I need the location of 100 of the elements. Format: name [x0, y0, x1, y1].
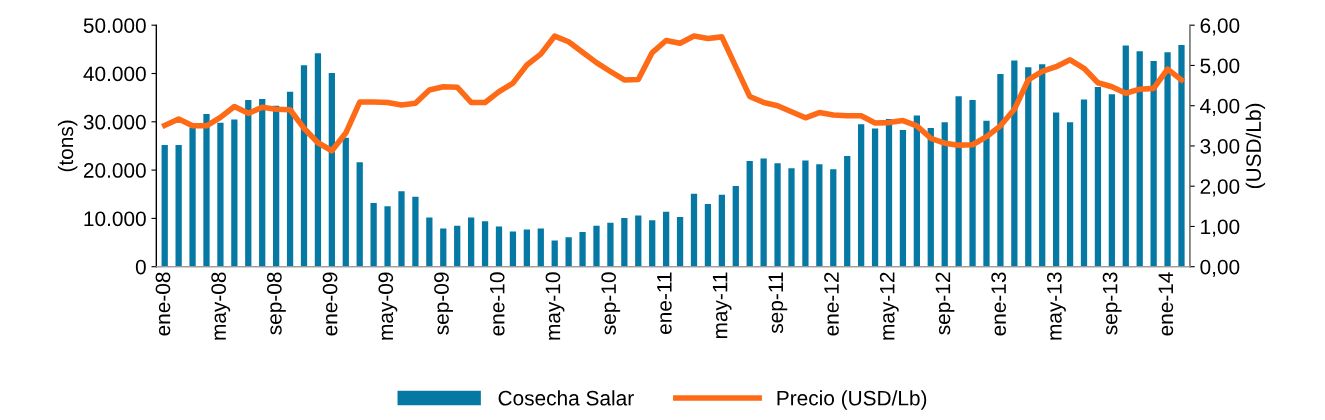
x-tick-label: sep-09 [434, 272, 453, 335]
bar [481, 221, 489, 267]
bar [1011, 60, 1018, 267]
bar [1094, 87, 1102, 267]
x-tick-label: sep-12 [935, 272, 955, 335]
bar [175, 144, 182, 267]
bar [370, 202, 377, 267]
x-tick-label: ene-11 [657, 272, 672, 334]
bar [551, 240, 558, 267]
bar [426, 217, 433, 267]
bar [871, 128, 879, 267]
bar [732, 186, 739, 267]
bar [440, 228, 447, 267]
bar [259, 99, 266, 267]
x-tick-label: may-08 [211, 272, 231, 340]
bar [885, 118, 893, 267]
x-tick-label: sep-11 [768, 272, 788, 334]
bar [1080, 99, 1088, 267]
bar [649, 220, 656, 267]
bar [607, 222, 614, 267]
bar [1164, 52, 1171, 267]
bar [231, 119, 238, 267]
bar [690, 193, 698, 267]
bar [844, 156, 851, 267]
bar [1150, 60, 1157, 267]
bar [495, 226, 503, 267]
bar [1136, 51, 1143, 267]
bar [286, 91, 294, 267]
y2-tick-label: 2,00 [1200, 179, 1240, 197]
x-tick-label: may-09 [378, 272, 398, 340]
bar [969, 100, 976, 267]
bar [802, 160, 809, 267]
y-tick-label: 40.000 [83, 66, 146, 82]
y-tick-label: 20.000 [83, 163, 146, 178]
y2-axis-title: (USD/Lb) [1245, 103, 1266, 189]
bar [774, 163, 781, 267]
bar [1053, 112, 1060, 267]
bar [1066, 122, 1074, 267]
y-axis-title: (tons) [57, 120, 78, 172]
bar [858, 124, 865, 267]
y2-tick-label: 3,00 [1200, 138, 1240, 157]
bar [760, 158, 767, 267]
bar [788, 168, 795, 267]
bar [955, 96, 962, 267]
y2-tick-label: 6,00 [1200, 18, 1240, 36]
bar [217, 122, 224, 267]
bar [398, 191, 405, 267]
x-tick-label: may-10 [545, 272, 565, 340]
bar [273, 105, 280, 267]
bar [718, 194, 725, 267]
x-tick-label: ene-14 [1158, 272, 1174, 336]
x-tick-label: sep-10 [601, 272, 621, 335]
bar [663, 211, 670, 267]
bar [997, 73, 1004, 267]
x-tick-label: may-12 [879, 272, 899, 340]
x-tick-label: sep-13 [1102, 272, 1122, 335]
x-tick-label: may-11 [712, 272, 732, 339]
y-tick-label: 30.000 [83, 114, 146, 130]
bar [523, 229, 530, 267]
bar [412, 196, 419, 267]
bar [1178, 45, 1185, 267]
bar [635, 215, 642, 267]
legend-label: Cosecha Salar [498, 390, 634, 406]
x-tick-label: ene-08 [155, 272, 171, 336]
bar [704, 203, 712, 267]
bar [593, 225, 600, 267]
bar [816, 164, 823, 267]
bar [203, 114, 210, 267]
y2-tick-label: 1,00 [1201, 219, 1240, 237]
bar [621, 217, 628, 267]
y2-tick-label: 5,00 [1200, 58, 1240, 76]
bar [1108, 94, 1115, 267]
bar [468, 217, 475, 267]
bar [1039, 64, 1046, 267]
bar [509, 231, 517, 267]
bar [356, 162, 363, 267]
bar [830, 169, 837, 267]
bar [941, 122, 948, 267]
x-tick-label: ene-09 [322, 272, 338, 336]
bar [579, 231, 586, 267]
y-tick-label: 10.000 [84, 211, 146, 227]
bar [899, 130, 907, 267]
bar [676, 216, 684, 267]
bar [328, 73, 335, 267]
bar [1025, 67, 1032, 267]
x-tick-label: ene-12 [824, 272, 839, 336]
x-tick-label: may-13 [1046, 272, 1066, 340]
y2-tick-label: 0,00 [1200, 259, 1240, 277]
y-tick-label: 50.000 [83, 18, 146, 33]
y-tick-label: 0 [135, 259, 146, 275]
bar [565, 237, 572, 267]
bar [927, 128, 934, 267]
bar [746, 160, 753, 267]
bar [983, 120, 990, 267]
bar [314, 53, 322, 267]
x-tick-label: sep-08 [266, 272, 286, 335]
bar [384, 206, 391, 267]
legend-label: Precio (USD/Lb) [777, 390, 927, 410]
bar [537, 228, 544, 267]
bar [913, 115, 920, 267]
